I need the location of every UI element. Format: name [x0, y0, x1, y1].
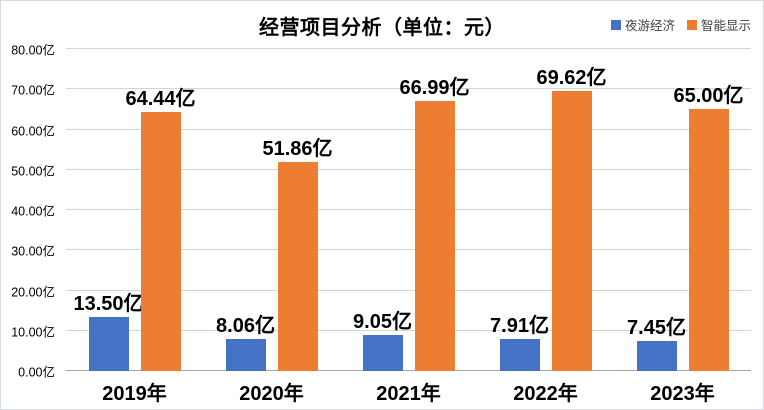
data-label: 64.44亿	[125, 87, 196, 110]
bar-group-2021年: 9.05亿 66.99亿	[340, 49, 477, 371]
bar-智能显示-2021年[interactable]	[414, 101, 455, 371]
data-label: 8.06亿	[216, 314, 275, 337]
data-label: 69.62亿	[536, 66, 607, 89]
data-label: 65.00亿	[673, 85, 744, 108]
bar-wrap: 69.62亿	[536, 49, 607, 371]
bar-wrap: 51.86亿	[262, 49, 333, 371]
x-tick-label-2020年: 2020年	[239, 383, 304, 405]
data-label: 9.05亿	[353, 310, 412, 333]
x-tick-label-2019年: 2019年	[102, 383, 167, 405]
bar-夜游经济-2022年[interactable]	[499, 339, 540, 371]
x-tick-label-2021年: 2021年	[376, 383, 441, 405]
x-tick-label-2022年: 2022年	[513, 383, 578, 405]
bar-智能显示-2020年[interactable]	[277, 162, 318, 371]
bar-wrap: 9.05亿	[353, 49, 412, 371]
bar-groups: 13.50亿 64.44亿 8.06亿 51.86亿 9.05亿 66.99亿 7.91亿 6…	[66, 49, 751, 371]
x-tick-label-2023年: 2023年	[650, 383, 715, 405]
y-tick-label-10: 10.00亿	[11, 325, 55, 340]
y-tick-label-50: 50.00亿	[11, 164, 55, 179]
bar-智能显示-2023年[interactable]	[688, 109, 729, 371]
bar-wrap: 65.00亿	[673, 49, 744, 371]
y-tick-label-20: 20.00亿	[11, 285, 55, 299]
data-label: 7.91亿	[490, 315, 549, 338]
plot-area: 13.50亿 64.44亿 8.06亿 51.86亿 9.05亿 66.99亿 7.91亿 6…	[66, 48, 751, 371]
gridline-80	[66, 48, 751, 49]
bar-夜游经济-2019年[interactable]	[88, 316, 129, 371]
bar-夜游经济-2020年[interactable]	[225, 338, 266, 371]
legend-item-智能显示[interactable]: 智能显示	[686, 15, 751, 34]
y-axis: 0.00亿 10.00亿 20.00亿 30.00亿 40.00亿 50.00亿 60.00…	[1, 44, 57, 380]
bar-wrap: 7.91亿	[490, 49, 549, 371]
data-label: 7.45亿	[627, 317, 686, 340]
y-tick-label-70: 70.00亿	[11, 83, 55, 98]
gridline-10	[66, 329, 751, 331]
bar-wrap: 13.50亿	[73, 49, 144, 371]
gridline-60	[66, 128, 751, 130]
y-tick-label-40: 40.00亿	[11, 204, 55, 219]
gridline-70	[66, 88, 751, 90]
data-label: 13.50亿	[73, 292, 144, 315]
bar-wrap: 8.06亿	[216, 49, 275, 371]
legend-swatch-icon	[610, 19, 621, 30]
legend-item-夜游经济[interactable]: 夜游经济	[610, 15, 675, 34]
y-tick-label-80: 80.00亿	[11, 43, 55, 58]
gridline-30	[66, 249, 751, 251]
gridline-20	[66, 289, 751, 291]
legend-label: 夜游经济	[624, 19, 675, 33]
legend: 夜游经济 智能显示	[610, 15, 751, 34]
legend-label: 智能显示	[700, 19, 751, 33]
chart-title: 经营项目分析（单位：元）	[259, 17, 505, 39]
legend-swatch-icon	[686, 19, 697, 30]
gridline-50	[66, 168, 751, 170]
bar-group-2020年: 8.06亿 51.86亿	[203, 49, 340, 371]
bar-智能显示-2019年[interactable]	[140, 111, 181, 371]
data-label: 51.86亿	[262, 138, 333, 161]
bar-wrap: 7.45亿	[627, 49, 686, 371]
y-tick-label-30: 30.00亿	[11, 244, 55, 259]
bar-wrap: 66.99亿	[399, 49, 470, 371]
bar-wrap: 64.44亿	[125, 49, 196, 371]
data-label: 66.99亿	[399, 77, 470, 100]
bar-夜游经济-2023年[interactable]	[636, 341, 677, 371]
bar-group-2022年: 7.91亿 69.62亿	[477, 49, 614, 371]
bar-group-2019年: 13.50亿 64.44亿	[66, 49, 203, 371]
x-axis-labels: 2019年 2020年 2021年 2022年 2023年	[66, 377, 751, 406]
x-axis-line	[66, 370, 751, 371]
y-tick-label-60: 60.00亿	[11, 124, 55, 138]
y-tick-label-0: 0.00亿	[18, 365, 55, 380]
bar-group-2023年: 7.45亿 65.00亿	[614, 49, 751, 371]
gridline-40	[66, 209, 751, 210]
bar-夜游经济-2021年[interactable]	[362, 334, 403, 371]
bar-智能显示-2022年[interactable]	[551, 90, 592, 371]
